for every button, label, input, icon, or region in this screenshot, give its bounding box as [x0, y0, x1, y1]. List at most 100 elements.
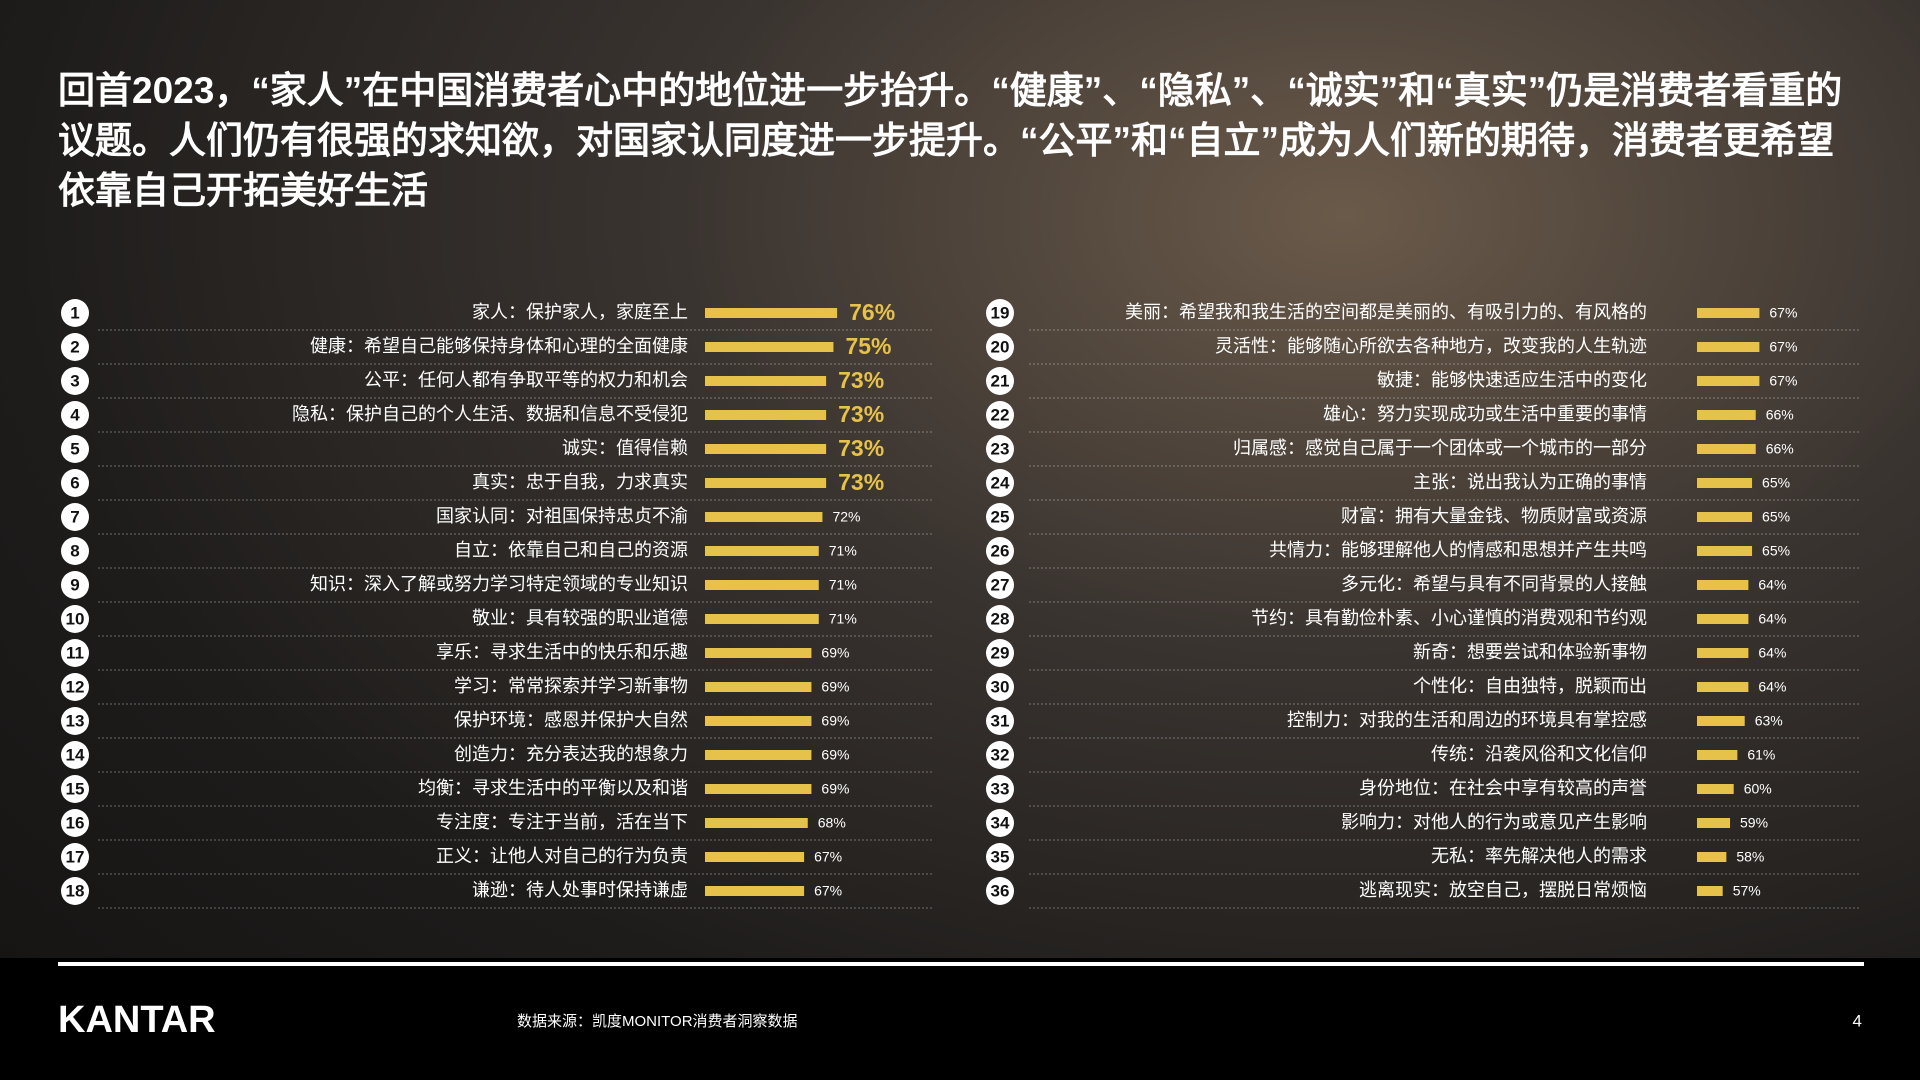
category-label: 影响力：对他人的行为或意见产生影响: [1341, 812, 1647, 832]
bar: [705, 512, 823, 522]
value-label: 59%: [1740, 815, 1768, 831]
category-label: 雄心：努力实现成功或生活中重要的事情: [1323, 404, 1647, 424]
value-label: 64%: [1758, 577, 1786, 593]
bar: [705, 478, 827, 488]
value-label: 72%: [832, 509, 860, 525]
rank-badge: [986, 435, 1014, 463]
bar: [705, 444, 827, 454]
rank-number: 33: [991, 779, 1010, 798]
rank-number: 12: [66, 677, 85, 696]
bar: [705, 580, 819, 590]
rank-number: 19: [991, 303, 1010, 322]
rank-number: 11: [66, 643, 84, 662]
rank-number: 2: [70, 337, 79, 356]
category-label: 敏捷：能够快速适应生活中的变化: [1377, 370, 1647, 390]
category-label: 共情力：能够理解他人的情感和思想并产生共鸣: [1269, 540, 1647, 560]
rank-number: 25: [991, 507, 1010, 526]
value-label: 57%: [1733, 883, 1761, 899]
rank-number: 6: [70, 473, 79, 492]
rank-number: 30: [991, 677, 1010, 696]
bar: [705, 614, 819, 624]
value-label: 69%: [821, 747, 849, 763]
bar: [705, 716, 812, 726]
rank-badge: [61, 571, 89, 599]
rank-number: 20: [991, 337, 1010, 356]
value-label: 64%: [1758, 645, 1786, 661]
bar: [1697, 784, 1734, 794]
rank-badge: [986, 367, 1014, 395]
category-label: 国家认同：对祖国保持忠贞不渝: [436, 506, 688, 526]
category-label: 隐私：保护自己的个人生活、数据和信息不受侵犯: [292, 404, 688, 424]
rank-number: 5: [70, 439, 79, 458]
value-label: 71%: [829, 577, 857, 593]
rank-badge: [986, 537, 1014, 565]
bar: [1697, 444, 1756, 454]
category-label: 财富：拥有大量金钱、物质财富或资源: [1341, 506, 1647, 526]
rank-badge: [61, 639, 89, 667]
rank-badge: [986, 299, 1014, 327]
rank-badge: [61, 537, 89, 565]
category-label: 多元化：希望与具有不同背景的人接触: [1341, 574, 1647, 594]
category-label: 敬业：具有较强的职业道德: [472, 608, 688, 628]
slide-title: 回首2023，“家人”在中国消费者心中的地位进一步抬升。“健康”、“隐私”、“诚…: [58, 70, 1843, 211]
rank-number: 21: [991, 371, 1010, 390]
category-label: 正义：让他人对自己的行为负责: [436, 846, 688, 866]
rank-number: 16: [66, 813, 85, 832]
rank-number: 31: [991, 711, 1010, 730]
rank-number: 13: [66, 711, 85, 730]
bar: [705, 376, 827, 386]
rank-badge: [986, 741, 1014, 769]
bar: [705, 852, 805, 862]
rank-badge: [986, 401, 1014, 429]
bar: [1697, 478, 1753, 488]
value-label: 65%: [1762, 475, 1790, 491]
rank-number: 7: [70, 507, 79, 526]
rank-number: 22: [991, 405, 1010, 424]
bar: [705, 750, 812, 760]
rank-number: 29: [991, 643, 1010, 662]
bar: [1697, 750, 1738, 760]
rank-number: 18: [66, 881, 85, 900]
value-label: 61%: [1747, 747, 1775, 763]
rank-number: 34: [991, 813, 1010, 832]
rank-badge: [61, 299, 89, 327]
bar: [1697, 580, 1749, 590]
rank-badge: [61, 775, 89, 803]
value-label: 60%: [1744, 781, 1772, 797]
rank-badge: [61, 367, 89, 395]
value-label: 71%: [829, 611, 857, 627]
footer-band: [0, 958, 1920, 1080]
value-label: 67%: [814, 849, 842, 865]
rank-number: 1: [70, 303, 79, 322]
rank-badge: [61, 401, 89, 429]
category-label: 保护环境：感恩并保护大自然: [454, 710, 688, 730]
rank-badge: [986, 605, 1014, 633]
bar: [1697, 512, 1753, 522]
bar: [705, 410, 827, 420]
category-label: 诚实：值得信赖: [562, 438, 688, 458]
rank-badge: [986, 843, 1014, 871]
bar: [1697, 648, 1749, 658]
category-label: 灵活性：能够随心所欲去各种地方，改变我的人生轨迹: [1215, 336, 1647, 356]
value-label: 71%: [829, 543, 857, 559]
value-label: 58%: [1736, 849, 1764, 865]
value-label: 67%: [1769, 305, 1797, 321]
category-label: 学习：常常探索并学习新事物: [454, 676, 688, 696]
category-label: 均衡：寻求生活中的平衡以及和谐: [418, 778, 688, 798]
bar: [1697, 818, 1731, 828]
rank-badge: [61, 435, 89, 463]
bar: [1697, 716, 1745, 726]
category-label: 主张：说出我认为正确的事情: [1413, 472, 1647, 492]
value-label: 64%: [1758, 611, 1786, 627]
bar: [1697, 342, 1760, 352]
rank-badge: [61, 605, 89, 633]
value-label: 66%: [1766, 407, 1794, 423]
rank-badge: [986, 877, 1014, 905]
bar: [1697, 614, 1749, 624]
value-label: 64%: [1758, 679, 1786, 695]
category-label: 节约：具有勤俭朴素、小心谨慎的消费观和节约观: [1251, 608, 1647, 628]
value-label: 66%: [1766, 441, 1794, 457]
rank-badge: [986, 469, 1014, 497]
